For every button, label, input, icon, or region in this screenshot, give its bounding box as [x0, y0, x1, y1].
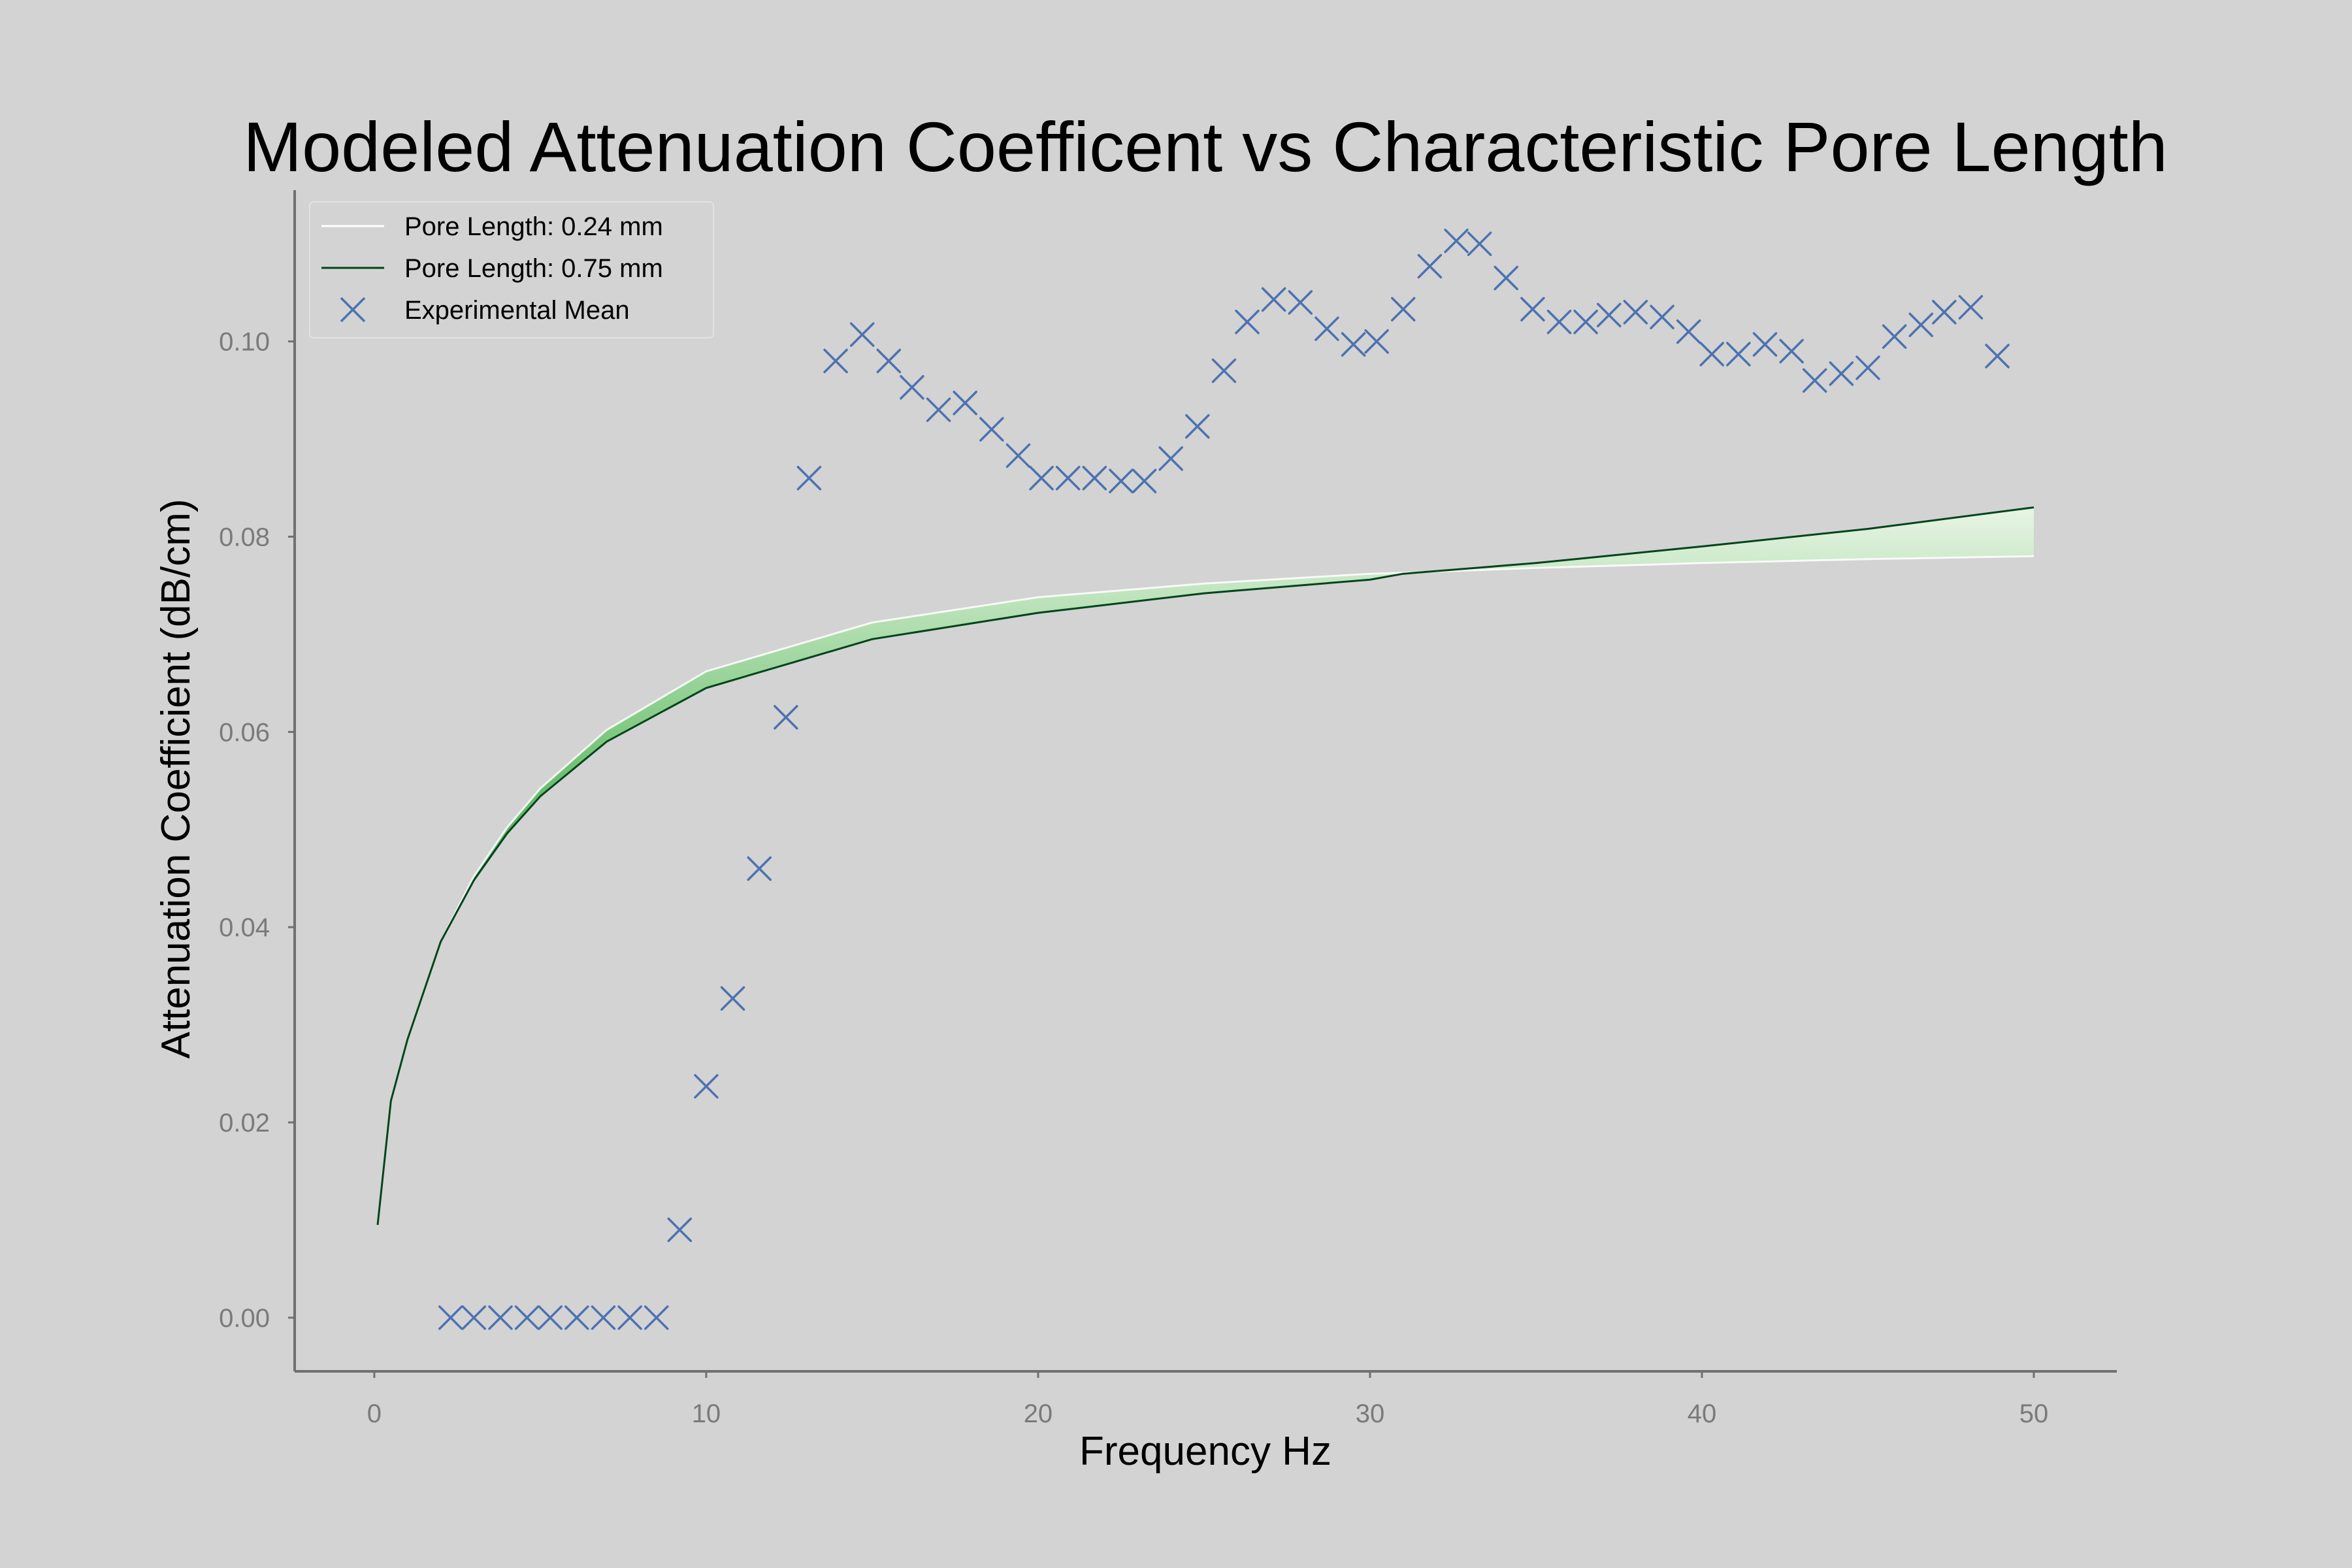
experimental-mean-point — [1908, 312, 1934, 337]
experimental-mean-point — [514, 1305, 540, 1330]
experimental-mean-point — [1158, 446, 1183, 471]
experimental-mean-point — [1029, 466, 1054, 491]
y-axis-label: Attenuation Coefficient (dB/cm) — [154, 499, 199, 1059]
x-ticks: 0 10 20 30 40 50 — [367, 1371, 2048, 1428]
experimental-mean-point — [1211, 358, 1237, 384]
model-band-fill — [378, 507, 2034, 1225]
y-tick-label: 0.04 — [219, 913, 270, 942]
experimental-mean-point — [667, 1217, 693, 1243]
experimental-mean-point — [1802, 368, 1827, 393]
experimental-mean-point — [1185, 414, 1210, 439]
experimental-mean-point — [1315, 316, 1339, 341]
x-axis-label: Frequency Hz — [1079, 1429, 1331, 1474]
experimental-mean-point — [774, 705, 798, 730]
experimental-mean-point — [1109, 468, 1134, 494]
experimental-mean-point — [1261, 287, 1286, 312]
model-band-area — [376, 506, 2034, 1226]
experimental-mean-point — [488, 1305, 513, 1330]
experimental-mean-point — [694, 1073, 719, 1099]
experimental-mean-point — [926, 397, 951, 422]
experimental-mean-point — [720, 986, 745, 1011]
legend-label-pore-024: Pore Length: 0.24 mm — [404, 212, 663, 241]
x-tick-label: 30 — [1356, 1399, 1385, 1428]
legend-marker-experimental-mean — [340, 297, 366, 323]
experimental-mean-point — [617, 1305, 642, 1330]
experimental-mean-point — [747, 856, 772, 881]
experimental-mean-point — [1623, 300, 1648, 325]
experimental-mean-point — [1391, 297, 1416, 322]
y-ticks: 0.00 0.02 0.04 0.06 0.08 0.10 — [219, 328, 295, 1333]
experimental-mean-point — [1082, 466, 1107, 491]
experimental-mean-point — [1573, 309, 1598, 335]
series-line-pore-075 — [376, 506, 2034, 1226]
experimental-mean-point — [979, 417, 1004, 442]
experimental-mean-point — [1596, 302, 1622, 328]
legend-frame — [309, 201, 714, 338]
experimental-mean-point — [1467, 231, 1492, 256]
experimental-mean-point — [953, 390, 977, 416]
experimental-mean-point — [1855, 355, 1880, 380]
experimental-mean-point — [644, 1305, 669, 1330]
y-tick-label: 0.10 — [219, 328, 270, 357]
experimental-mean-point — [1699, 342, 1724, 367]
experimental-mean-point — [1132, 468, 1157, 494]
experimental-mean-point — [564, 1305, 589, 1330]
axes — [293, 190, 2117, 1373]
experimental-mean-point — [1829, 361, 1854, 386]
experimental-mean-point — [438, 1305, 463, 1330]
experimental-mean-point — [1494, 265, 1519, 291]
experimental-mean-points — [438, 228, 2010, 1330]
experimental-mean-point — [461, 1305, 487, 1330]
experimental-mean-point — [1985, 344, 2010, 368]
experimental-mean-point — [1726, 342, 1751, 367]
experimental-mean-point — [796, 466, 822, 491]
experimental-mean-point — [1341, 332, 1366, 357]
legend-label-pore-075: Pore Length: 0.75 mm — [404, 254, 663, 283]
experimental-mean-point — [591, 1305, 616, 1330]
y-tick-label: 0.08 — [219, 523, 270, 551]
experimental-mean-point — [1288, 290, 1313, 315]
experimental-mean-point — [849, 322, 875, 347]
y-tick-label: 0.02 — [219, 1109, 270, 1137]
experimental-mean-point — [1752, 332, 1778, 357]
experimental-mean-point — [1958, 295, 1984, 320]
experimental-mean-point — [538, 1305, 563, 1330]
x-tick-label: 0 — [367, 1399, 382, 1428]
chart-title: Modeled Attenuation Coefficent vs Charac… — [243, 107, 2168, 186]
experimental-mean-point — [876, 348, 902, 374]
experimental-mean-point — [1417, 253, 1443, 279]
legend-label-experimental-mean: Experimental Mean — [404, 296, 630, 325]
experimental-mean-point — [1444, 228, 1469, 253]
x-tick-label: 50 — [2019, 1399, 2049, 1428]
experimental-mean-point — [900, 375, 924, 400]
experimental-mean-point — [1520, 297, 1545, 322]
experimental-mean-point — [1676, 319, 1701, 344]
y-tick-label: 0.06 — [219, 718, 270, 747]
experimental-mean-point — [1932, 300, 1957, 325]
experimental-mean-point — [1364, 329, 1389, 354]
experimental-mean-point — [1546, 309, 1572, 335]
legend: Pore Length: 0.24 mm Pore Length: 0.75 m… — [309, 201, 714, 338]
y-tick-label: 0.00 — [219, 1304, 270, 1333]
experimental-mean-point — [823, 348, 848, 374]
series-line-pore-024 — [376, 555, 2034, 1226]
x-tick-label: 10 — [692, 1399, 721, 1428]
experimental-mean-point — [1650, 304, 1674, 329]
experimental-mean-point — [1235, 309, 1260, 335]
x-tick-label: 20 — [1024, 1399, 1053, 1428]
experimental-mean-point — [1882, 324, 1907, 349]
experimental-mean-point — [1055, 466, 1081, 491]
experimental-mean-point — [1005, 443, 1031, 468]
experimental-mean-point — [1779, 338, 1804, 364]
x-tick-label: 40 — [1688, 1399, 1717, 1428]
